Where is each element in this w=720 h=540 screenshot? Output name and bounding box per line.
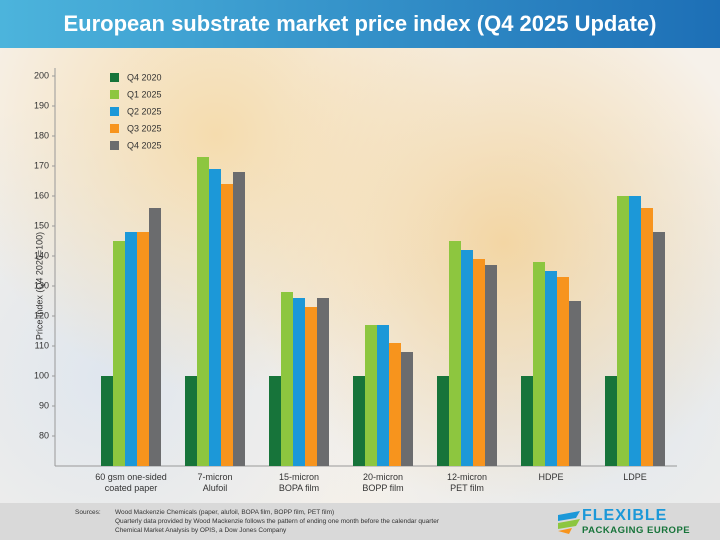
y-tick-label: 140 [34, 250, 49, 260]
legend-label: Q4 2020 [127, 72, 162, 82]
bar [317, 298, 329, 466]
bar [533, 262, 545, 466]
bar [197, 157, 209, 466]
legend-swatch [110, 90, 119, 99]
legend-swatch [110, 141, 119, 150]
y-tick-label: 100 [34, 370, 49, 380]
y-tick-label: 160 [34, 190, 49, 200]
x-tick-label: 20-micron BOPP film [362, 472, 404, 493]
bar [353, 376, 365, 466]
bar [269, 376, 281, 466]
logo-icon [558, 511, 580, 534]
bar [485, 265, 497, 466]
bar [185, 376, 197, 466]
y-tick-label: 150 [34, 220, 49, 230]
legend-label: Q3 2025 [127, 123, 162, 133]
logo-text: PACKAGING EUROPE [582, 525, 691, 536]
bar [101, 376, 113, 466]
legend-swatch [110, 107, 119, 116]
y-tick-label: 80 [39, 430, 49, 440]
y-tick-label: 200 [34, 70, 49, 80]
y-tick-label: 190 [34, 100, 49, 110]
bar [461, 250, 473, 466]
bar [293, 298, 305, 466]
bar [545, 271, 557, 466]
y-tick-label: 180 [34, 130, 49, 140]
y-tick-label: 110 [35, 340, 49, 350]
legend-label: Q2 2025 [127, 106, 162, 116]
bar [557, 277, 569, 466]
bar [125, 232, 137, 466]
bar [221, 184, 233, 466]
bar [449, 241, 461, 466]
bar [137, 232, 149, 466]
y-tick-label: 90 [39, 400, 49, 410]
bar [617, 196, 629, 466]
x-tick-label: LDPE [623, 472, 647, 482]
legend-label: Q4 2025 [127, 140, 162, 150]
y-axis-label: Price Index (Q4 2020=100) [34, 232, 44, 340]
bar [281, 292, 293, 466]
bar [113, 241, 125, 466]
x-tick-label: 12-micron PET film [446, 472, 487, 493]
y-tick-label: 170 [34, 160, 49, 170]
bar [437, 376, 449, 466]
bar [365, 325, 377, 466]
bar [605, 376, 617, 466]
sources-label: Sources: [75, 509, 101, 516]
bar [149, 208, 161, 466]
bar [521, 376, 533, 466]
bar [473, 259, 485, 466]
footer: Sources: Wood Mackenzie Chemicals (paper… [0, 503, 720, 540]
source-line: Wood Mackenzie Chemicals (paper, alufoil… [115, 509, 335, 516]
x-tick-label: 7-micron Alufoil [197, 472, 233, 493]
bar [653, 232, 665, 466]
x-tick-label: HDPE [538, 472, 564, 482]
legend-swatch [110, 124, 119, 133]
x-tick-label: 60 gsm one-sided coated paper [95, 472, 167, 493]
legend-label: Q1 2025 [127, 89, 162, 99]
bar [209, 169, 221, 466]
bar [401, 352, 413, 466]
legend-swatch [110, 73, 119, 82]
bar [389, 343, 401, 466]
bar [569, 301, 581, 466]
x-tick-label: 15-micron BOPA film [278, 472, 320, 493]
logo-text: FLEXIBLE [582, 507, 668, 524]
y-tick-label: 120 [34, 310, 49, 320]
bar [629, 196, 641, 466]
bar [377, 325, 389, 466]
source-line: Chemical Market Analysis by OPIS, a Dow … [115, 527, 287, 534]
source-line: Quarterly data provided by Wood Mackenzi… [115, 518, 439, 525]
chart-title: European substrate market price index (Q… [0, 0, 720, 48]
bar [641, 208, 653, 466]
y-tick-label: 130 [34, 280, 49, 290]
bar [233, 172, 245, 466]
bar [305, 307, 317, 466]
